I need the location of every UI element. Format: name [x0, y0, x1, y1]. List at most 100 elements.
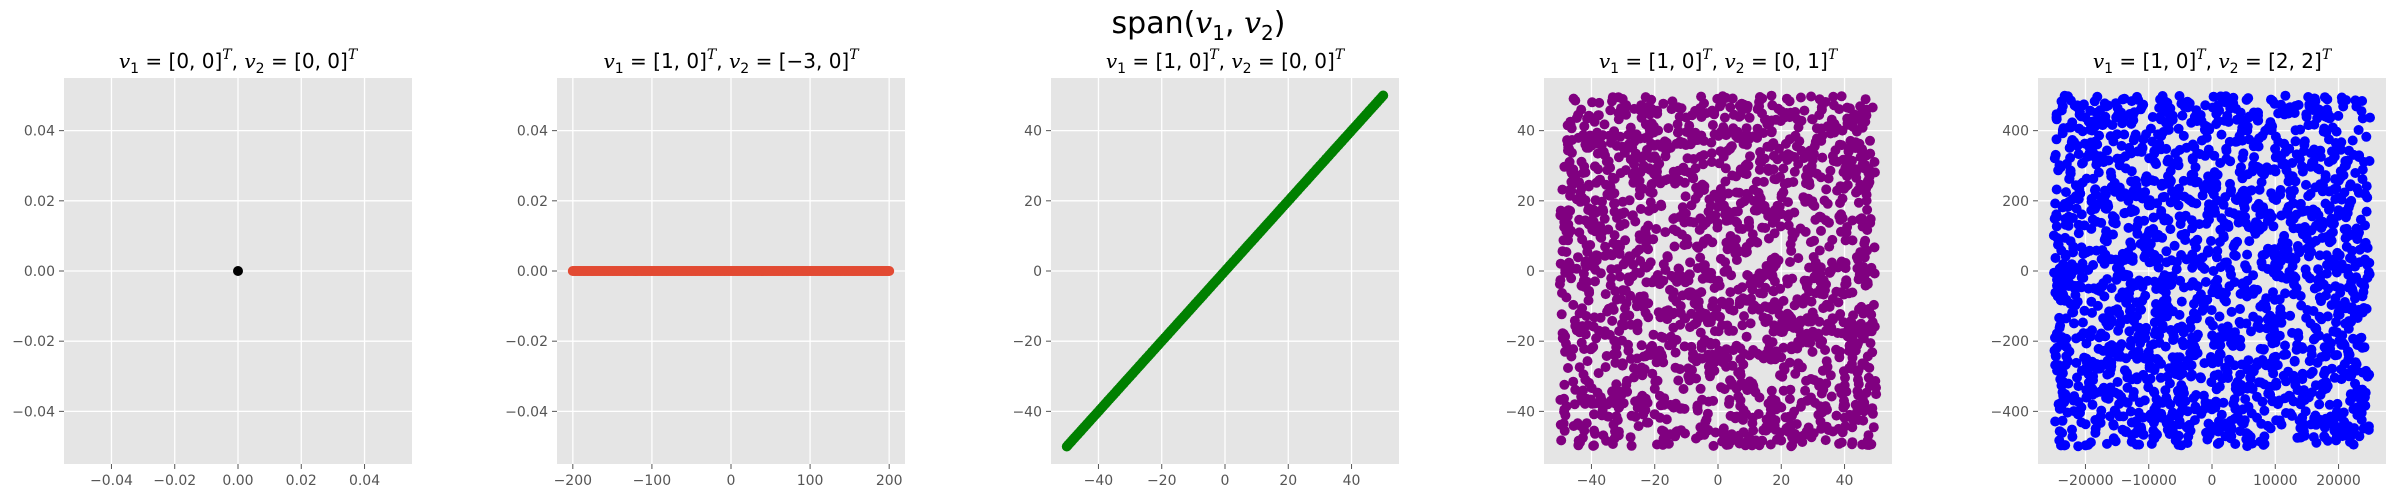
data-point [2321, 250, 2332, 261]
data-point [2236, 114, 2247, 125]
data-point [2214, 311, 2225, 322]
data-point [2090, 387, 2101, 398]
data-point [1701, 217, 1712, 228]
data-point [2361, 131, 2372, 142]
data-point [1586, 394, 1596, 405]
data-point [1734, 246, 1744, 257]
data-point [1836, 91, 1847, 102]
y-tick-label: 0.00 [24, 264, 55, 280]
data-point [2074, 123, 2085, 134]
x-tick-label: 40 [1343, 473, 1361, 489]
data-point [2356, 277, 2366, 288]
data-point [1790, 368, 1801, 379]
data-point [2280, 340, 2290, 351]
data-point [1571, 113, 1582, 123]
data-point [1760, 223, 1771, 233]
data-point [2246, 326, 2256, 337]
data-point [2252, 357, 2263, 368]
data-point [2051, 184, 2062, 195]
data-point [1833, 297, 1844, 308]
data-point [1575, 421, 1586, 432]
data-point [2357, 291, 2368, 302]
data-point [1822, 198, 1833, 209]
data-point [2203, 171, 2214, 182]
data-point [2140, 174, 2151, 185]
data-point [1743, 160, 1754, 171]
data-point [2119, 255, 2130, 265]
data-point [2220, 362, 2231, 373]
data-point [2071, 357, 2082, 368]
data-point [2085, 331, 2095, 342]
data-point [2306, 225, 2317, 236]
data-point [2351, 101, 2362, 112]
data-point [1834, 352, 1845, 363]
data-point [1740, 294, 1751, 305]
data-point [2329, 425, 2340, 436]
data-point [2337, 330, 2348, 341]
data-point [1633, 175, 1644, 186]
data-point [2072, 372, 2082, 383]
data-point [1867, 403, 1878, 414]
data-point [2307, 211, 2318, 222]
data-point [2225, 264, 2235, 275]
data-point [2085, 105, 2096, 116]
data-point [2113, 389, 2124, 400]
data-point [2229, 394, 2240, 405]
y-tick-label: 200 [2002, 194, 2029, 210]
data-point [1811, 265, 1822, 276]
data-point [2122, 314, 2133, 325]
data-point [2051, 209, 2062, 220]
data-point [1634, 190, 1645, 201]
data-point [1660, 227, 1671, 238]
data-point [2164, 174, 2175, 185]
data-point [1598, 206, 1609, 217]
data-point [2140, 187, 2151, 197]
data-point [2219, 218, 2230, 228]
data-point [1860, 94, 1871, 105]
data-point [2107, 120, 2118, 130]
data-point [1669, 241, 1680, 252]
data-point [1635, 204, 1646, 214]
data-point [2104, 387, 2114, 398]
data-point [1799, 275, 1810, 286]
data-point [2073, 149, 2084, 160]
data-point [1795, 401, 1806, 412]
data-point [1695, 252, 1706, 263]
data-point [2059, 268, 2070, 279]
data-point [1731, 383, 1742, 394]
data-point [1850, 139, 1860, 149]
data-point [1810, 397, 1821, 408]
data-point [1615, 293, 1626, 304]
x-tick-label: −100 [633, 473, 671, 489]
data-point [1573, 435, 1584, 446]
data-point [1596, 410, 1607, 421]
data-point [2170, 148, 2181, 159]
data-point [2246, 185, 2257, 196]
data-point [2334, 411, 2345, 422]
data-point [1758, 312, 1769, 323]
data-point [2167, 186, 2177, 197]
subplot-title: v1 = [1, 0]T, v2 = [0, 0]T [1106, 47, 1346, 77]
data-point [1624, 310, 1635, 321]
data-point [2085, 124, 2096, 135]
data-point [2050, 416, 2061, 427]
data-point [1793, 122, 1804, 133]
data-point [2281, 349, 2292, 360]
data-point [1792, 114, 1803, 125]
y-tick-label: 20 [1517, 194, 1535, 210]
data-point [2297, 342, 2307, 353]
data-point [1680, 208, 1691, 219]
data-point [2339, 359, 2350, 370]
data-point [2362, 423, 2373, 434]
data-point [1824, 241, 1835, 252]
data-point [2345, 432, 2356, 443]
data-point [2157, 320, 2168, 331]
data-point [1775, 283, 1786, 294]
data-point [2331, 317, 2341, 328]
data-point [2289, 279, 2299, 290]
data-point [1631, 247, 1642, 258]
data-point [2087, 307, 2097, 318]
data-point [2102, 369, 2113, 380]
data-point [2096, 254, 2107, 265]
data-point [2361, 206, 2372, 217]
